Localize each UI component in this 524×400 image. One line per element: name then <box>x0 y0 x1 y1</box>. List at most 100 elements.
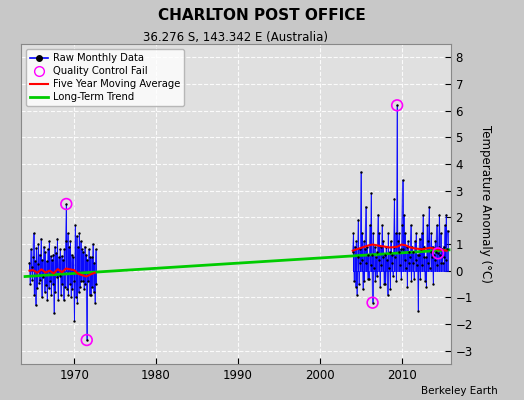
Point <box>38 294 46 300</box>
Point <box>414 308 422 314</box>
Point <box>416 276 424 282</box>
Point <box>423 222 431 228</box>
Point <box>403 284 411 290</box>
Point <box>379 254 387 260</box>
Point <box>79 278 87 284</box>
Point <box>443 246 451 252</box>
Point <box>443 228 452 234</box>
Point <box>412 230 420 236</box>
Point <box>78 246 86 252</box>
Point <box>58 281 67 287</box>
Point <box>358 230 366 236</box>
Point <box>359 286 367 292</box>
Point <box>422 284 431 290</box>
Point <box>370 244 379 250</box>
Point <box>25 260 34 266</box>
Point <box>438 246 446 252</box>
Point <box>363 244 372 250</box>
Point <box>49 281 57 287</box>
Point <box>379 238 388 244</box>
Point <box>419 212 427 218</box>
Point <box>37 236 45 242</box>
Point <box>406 254 414 260</box>
Point <box>70 318 79 324</box>
Point <box>71 222 80 228</box>
Point <box>396 246 405 252</box>
Point <box>378 222 386 228</box>
Point <box>88 254 96 260</box>
Point <box>40 289 49 295</box>
Point <box>40 244 48 250</box>
Point <box>391 230 400 236</box>
Point <box>374 212 382 218</box>
Point <box>57 292 65 298</box>
Point <box>353 254 362 260</box>
Point <box>380 281 388 287</box>
Point <box>90 289 98 295</box>
Point <box>39 274 47 280</box>
Point <box>392 278 401 284</box>
Title: 36.276 S, 143.342 E (Australia): 36.276 S, 143.342 E (Australia) <box>143 31 329 44</box>
Point <box>390 196 399 202</box>
Point <box>366 222 374 228</box>
Point <box>68 252 76 258</box>
Point <box>36 277 45 283</box>
Point <box>436 252 444 258</box>
Point <box>369 230 377 236</box>
Point <box>434 250 442 256</box>
Point <box>385 265 393 271</box>
Point <box>397 276 406 282</box>
Point <box>352 284 360 290</box>
Point <box>436 230 445 236</box>
Point <box>48 257 56 263</box>
Point <box>366 262 375 268</box>
Point <box>391 254 399 260</box>
Point <box>348 249 357 255</box>
Point <box>425 265 434 271</box>
Point <box>364 276 372 282</box>
Point <box>375 230 384 236</box>
Point <box>376 284 384 290</box>
Legend: Raw Monthly Data, Quality Control Fail, Five Year Moving Average, Long-Term Tren: Raw Monthly Data, Quality Control Fail, … <box>26 49 184 106</box>
Point <box>47 292 56 298</box>
Point <box>396 262 404 268</box>
Point <box>401 230 409 236</box>
Point <box>68 286 77 292</box>
Point <box>368 300 377 306</box>
Point <box>388 252 397 258</box>
Point <box>47 253 55 259</box>
Point <box>45 238 53 244</box>
Point <box>439 260 447 266</box>
Point <box>54 254 63 260</box>
Point <box>50 310 58 316</box>
Point <box>84 246 93 252</box>
Point <box>368 300 377 306</box>
Point <box>27 264 36 270</box>
Point <box>384 230 392 236</box>
Point <box>434 244 443 250</box>
Point <box>409 260 417 266</box>
Point <box>402 265 410 271</box>
Point <box>395 230 403 236</box>
Point <box>43 246 52 252</box>
Point <box>38 257 47 263</box>
Point <box>389 273 397 279</box>
Point <box>361 246 369 252</box>
Point <box>29 230 38 236</box>
Point <box>61 284 69 290</box>
Text: CHARLTON POST OFFICE: CHARLTON POST OFFICE <box>158 8 366 23</box>
Point <box>393 102 401 108</box>
Point <box>400 257 409 263</box>
Point <box>62 201 71 207</box>
Point <box>42 258 51 264</box>
Point <box>383 257 391 263</box>
Point <box>72 294 80 300</box>
Point <box>86 254 94 260</box>
Point <box>408 244 416 250</box>
Point <box>389 244 398 250</box>
Point <box>404 238 412 244</box>
Point <box>441 222 449 228</box>
Point <box>41 282 50 288</box>
Point <box>387 238 395 244</box>
Point <box>427 230 435 236</box>
